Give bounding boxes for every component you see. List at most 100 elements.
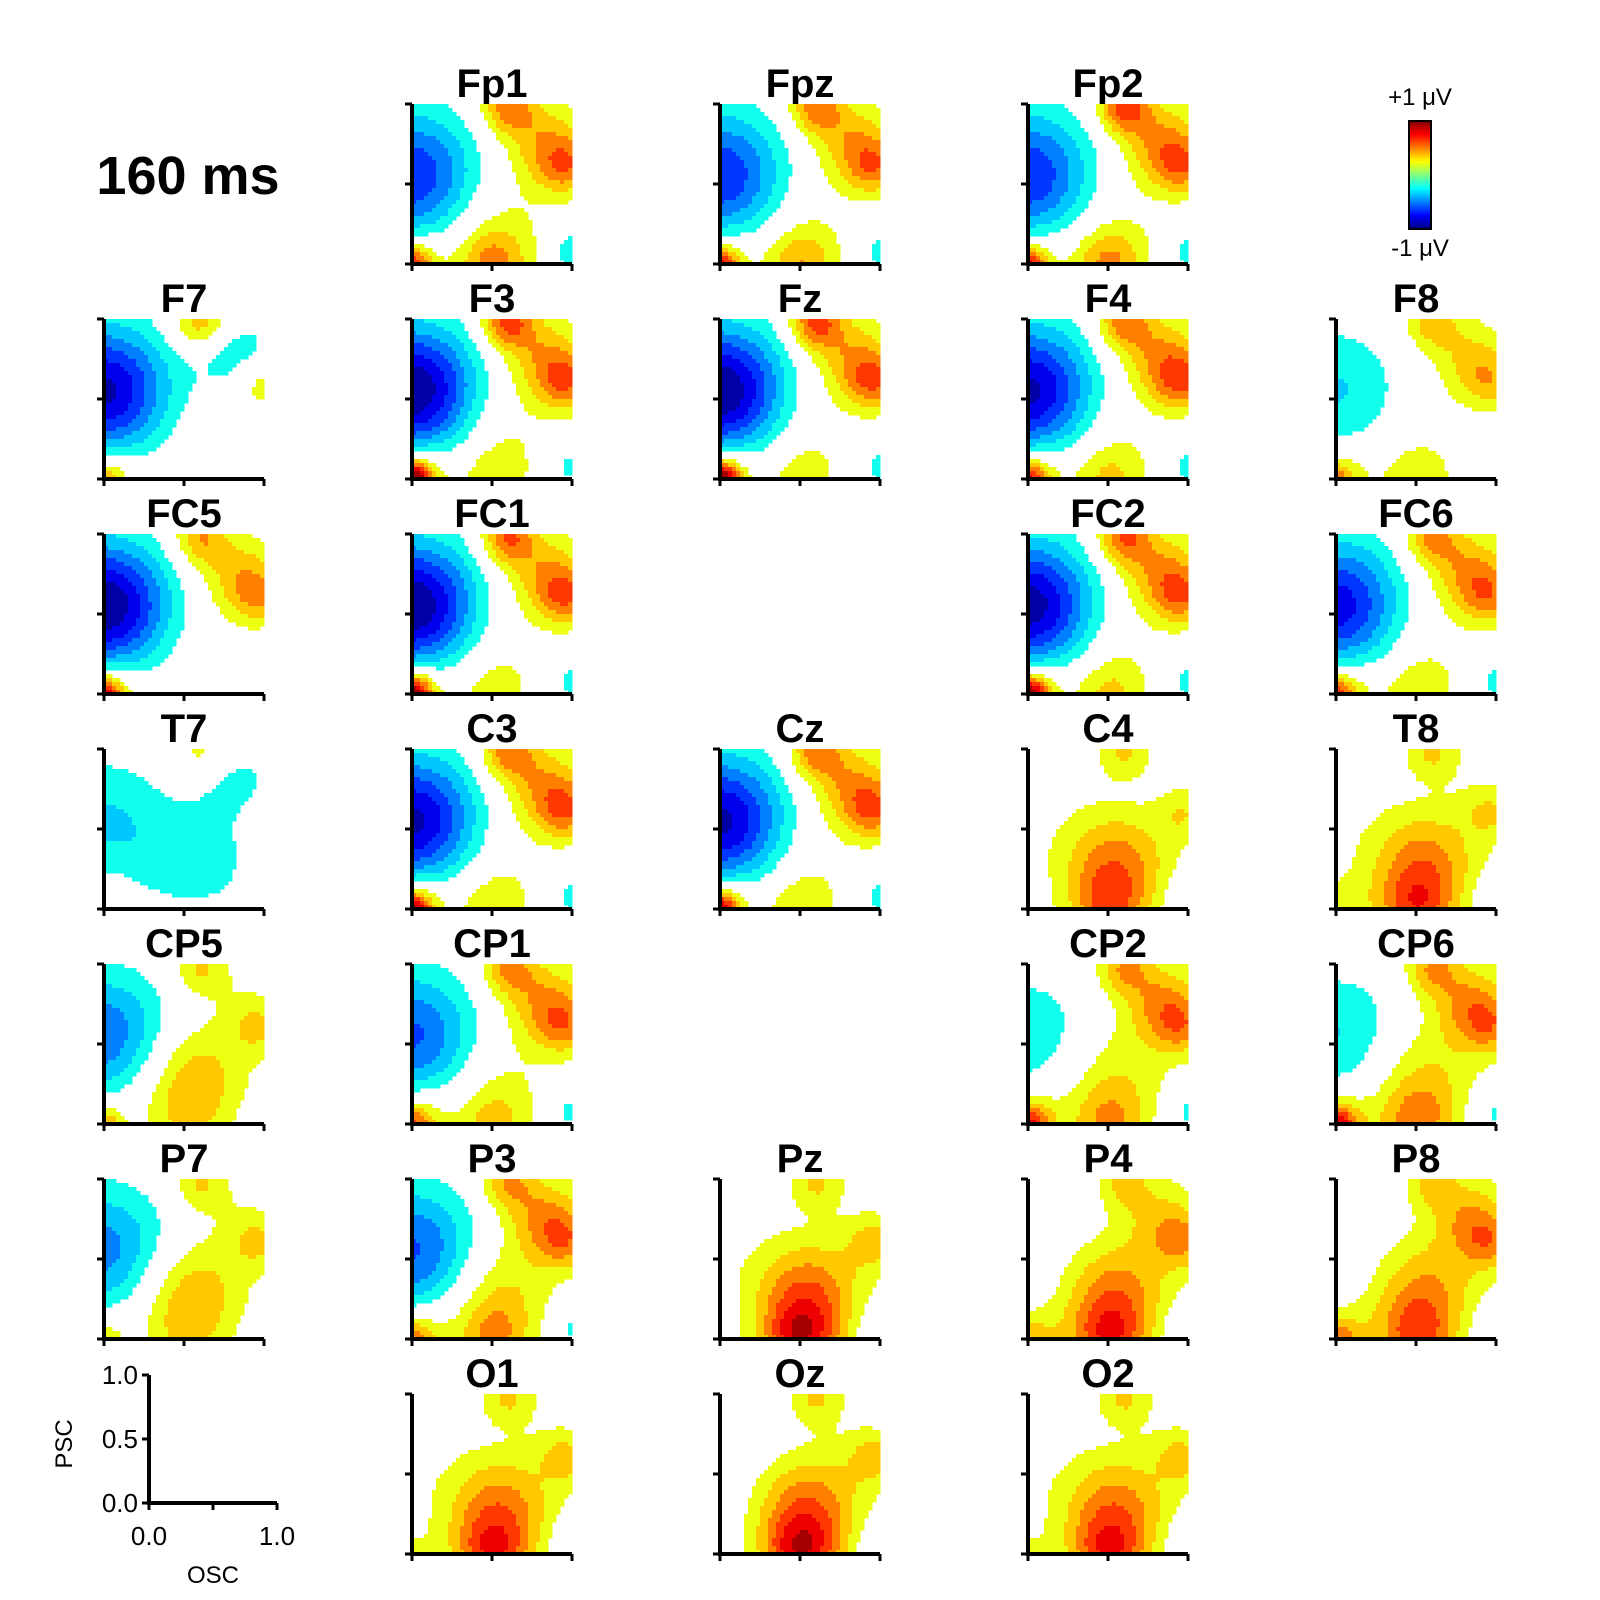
heatmap-cell	[460, 192, 464, 196]
heatmap-cell	[504, 136, 508, 140]
heatmap-cell	[420, 144, 424, 148]
heatmap-cell	[528, 176, 532, 180]
time-label: 160 ms	[96, 146, 279, 206]
heatmap-cell	[496, 228, 500, 232]
heatmap-cell	[532, 144, 536, 148]
heatmap-cell	[444, 136, 448, 140]
heatmap-cell	[476, 156, 480, 160]
heatmap-cell	[436, 120, 440, 124]
heatmap-cell	[508, 120, 512, 124]
heatmap-cell	[460, 188, 464, 192]
heatmap-cell	[568, 164, 572, 168]
heatmap-cell	[468, 252, 472, 256]
heatmap-cell	[568, 132, 572, 136]
electrode-label: Fp1	[456, 62, 527, 106]
heatmap-cell	[448, 136, 452, 140]
heatmap-cell	[560, 164, 564, 168]
heatmap-cell	[488, 116, 492, 120]
heatmap-cell	[500, 112, 504, 116]
heatmap-cell	[508, 156, 512, 160]
heatmap-cell	[524, 140, 528, 144]
heatmap-cell	[416, 116, 420, 120]
heatmap-cell	[504, 124, 508, 128]
heatmap-cell	[516, 248, 520, 252]
heatmap-cell	[448, 168, 452, 172]
heatmap-cell	[512, 164, 516, 168]
heatmap-cell	[428, 148, 432, 152]
heatmap-cell	[564, 164, 568, 168]
heatmap-cell	[436, 152, 440, 156]
heatmap-cell	[448, 184, 452, 188]
heatmap-cell	[432, 112, 436, 116]
heatmap-cell	[488, 248, 492, 252]
heatmap-cell	[564, 144, 568, 148]
heatmap-cell	[484, 108, 488, 112]
heatmap-cell	[568, 180, 572, 184]
heatmap-cell	[456, 192, 460, 196]
heatmap-cell	[520, 224, 524, 228]
heatmap-cell	[444, 120, 448, 124]
heatmap-cell	[492, 224, 496, 228]
heatmap-cell	[424, 168, 428, 172]
heatmap-cell	[432, 140, 436, 144]
heatmap-cell	[420, 156, 424, 160]
heatmap-cell	[528, 240, 532, 244]
heatmap-cell	[520, 236, 524, 240]
heatmap-cell	[544, 180, 548, 184]
heatmap-cell	[516, 212, 520, 216]
heatmap-cell	[416, 156, 420, 160]
heatmap-cell	[456, 144, 460, 148]
heatmap-cell	[416, 224, 420, 228]
heatmap-cell	[484, 220, 488, 224]
heatmap-cell	[552, 200, 556, 204]
heatmap-cell	[420, 224, 424, 228]
heatmap-cell	[436, 188, 440, 192]
heatmap-cell	[448, 120, 452, 124]
heatmap-cell	[460, 164, 464, 168]
heatmap-cell	[452, 128, 456, 132]
heatmap-cell	[428, 204, 432, 208]
heatmap-cell	[460, 144, 464, 148]
heatmap-cell	[468, 244, 472, 248]
heatmap-cell	[424, 132, 428, 136]
heatmap-cell	[524, 192, 528, 196]
heatmap-cell	[548, 104, 552, 108]
heatmap-cell	[528, 232, 532, 236]
heatmap-cell	[476, 180, 480, 184]
heatmap-cell	[432, 188, 436, 192]
heatmap-cell	[424, 172, 428, 176]
heatmap-cell	[472, 172, 476, 176]
heatmap-cell	[416, 164, 420, 168]
heatmap-cell	[440, 192, 444, 196]
heatmap-cell	[520, 144, 524, 148]
heatmap-cell	[424, 116, 428, 120]
heatmap-cell	[424, 164, 428, 168]
heatmap-cell	[472, 168, 476, 172]
heatmap-cell	[536, 192, 540, 196]
heatmap-cell	[424, 144, 428, 148]
heatmap-cell	[568, 112, 572, 116]
heatmap-cell	[568, 124, 572, 128]
heatmap-cell	[452, 180, 456, 184]
heatmap-cell	[444, 172, 448, 176]
heatmap-cell	[452, 196, 456, 200]
heatmap-cell	[428, 220, 432, 224]
heatmap-cell	[508, 240, 512, 244]
heatmap-cell	[560, 248, 564, 252]
heatmap-cell	[556, 200, 560, 204]
heatmap-cell	[476, 168, 480, 172]
heatmap-cell	[516, 108, 520, 112]
heatmap-cell	[528, 136, 532, 140]
heatmap-cell	[452, 144, 456, 148]
heatmap-cell	[504, 252, 508, 256]
heatmap-cell	[492, 220, 496, 224]
heatmap-cell	[544, 128, 548, 132]
heatmap-cell	[552, 160, 556, 164]
heatmap-cell	[548, 164, 552, 168]
heatmap-cell	[444, 112, 448, 116]
heatmap-cell	[480, 228, 484, 232]
heatmap-cell	[472, 152, 476, 156]
heatmap-cell	[516, 228, 520, 232]
heatmap-cell	[424, 160, 428, 164]
heatmap-cell	[548, 156, 552, 160]
